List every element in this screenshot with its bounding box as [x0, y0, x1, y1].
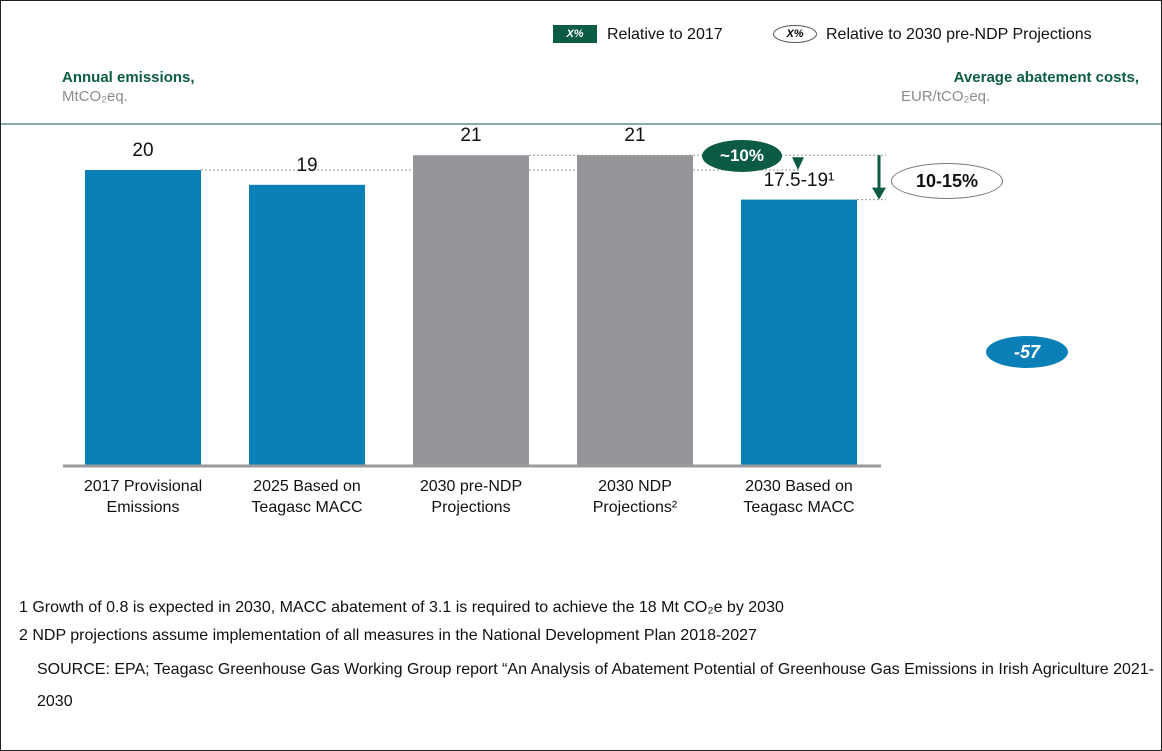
value-label: 20 — [132, 140, 154, 161]
legend-label: Relative to 2017 — [607, 26, 723, 43]
annotation-pill: 10-15% — [891, 163, 1003, 199]
legend-marker-outline: X% — [773, 25, 817, 43]
right-unit: EUR/tCO₂eq. — [901, 88, 991, 105]
value-label: 19 — [296, 154, 318, 176]
value-label: 21 — [460, 125, 482, 147]
footnotes: 1 Growth of 0.8 is expected in 2030, MAC… — [19, 598, 1157, 718]
footnote: 1 Growth of 0.8 is expected in 2030, MAC… — [19, 599, 784, 616]
legend-marker-text: X% — [566, 28, 584, 40]
x-tick-label: 2025 Based on Teagasc MACC — [251, 478, 363, 516]
left-unit: MtCO₂eq. — [62, 88, 128, 105]
bar — [85, 170, 201, 466]
value-label: 17.5-19¹ — [763, 169, 835, 191]
legend-label: Relative to 2030 pre-NDP Projections — [826, 26, 1092, 43]
bar — [249, 184, 365, 467]
x-tick-label: 2030 pre-NDP Projections — [419, 478, 523, 516]
bar — [577, 155, 693, 466]
value-label: 21 — [624, 125, 646, 147]
annotation-pill: -57 — [986, 336, 1068, 368]
x-tick-label: 2017 Provisional Emissions — [83, 478, 203, 516]
arrow-head — [792, 157, 804, 170]
footnote: SOURCE: EPA; Teagasc Greenhouse Gas Work… — [37, 661, 1154, 710]
footnote: 2 NDP projections assume implementation … — [19, 627, 757, 644]
bar — [741, 199, 857, 466]
annotation-pill: ~10% — [702, 140, 782, 172]
x-tick-label: 2030 Based on Teagasc MACC — [743, 478, 855, 516]
legend-marker-filled: X% — [553, 25, 597, 43]
bar — [413, 155, 529, 466]
right-heading: Average abatement costs, — [953, 69, 1139, 86]
left-heading: Annual emissions, — [62, 69, 195, 86]
x-tick-label: 2030 NDP Projections² — [592, 478, 678, 516]
arrow-head — [872, 187, 886, 200]
